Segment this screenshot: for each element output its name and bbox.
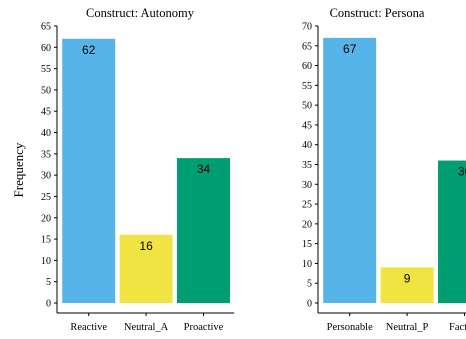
chart-title: Construct: Autonomy [86, 6, 195, 20]
y-tick-label: 60 [302, 61, 312, 72]
bar-reactive [62, 38, 116, 304]
y-tick-label: 5 [46, 277, 51, 288]
bar-proactive [177, 158, 230, 303]
y-tick-label: 45 [302, 120, 312, 131]
y-axis-label: Frequency [11, 142, 26, 197]
x-tick-label: Factual [449, 322, 466, 333]
y-tick-label: 65 [41, 22, 51, 33]
bar-neutral-a [119, 234, 173, 303]
y-tick-label: 50 [41, 85, 51, 96]
x-tick-label: Neutral_A [124, 322, 169, 333]
y-tick-label: 60 [41, 43, 51, 54]
x-tick-label: Personable [327, 322, 373, 333]
data-label: 36 [458, 165, 466, 179]
x-tick-label: Proactive [184, 322, 224, 333]
y-tick-label: 35 [302, 160, 312, 171]
y-tick-label: 40 [302, 140, 312, 151]
data-label: 62 [82, 43, 96, 57]
y-tick-label: 10 [302, 259, 312, 270]
bar-neutral-p [380, 267, 434, 303]
y-tick-label: 20 [41, 213, 51, 224]
data-label: 67 [343, 42, 357, 56]
y-tick-label: 15 [302, 239, 312, 250]
y-tick-label: 0 [46, 299, 51, 310]
bar-personable [323, 37, 377, 303]
y-tick-label: 30 [41, 171, 51, 182]
y-tick-label: 55 [302, 81, 312, 92]
y-tick-label: 25 [41, 192, 51, 203]
y-tick-label: 55 [41, 64, 51, 75]
y-tick-label: 35 [41, 149, 51, 160]
data-label: 9 [404, 271, 411, 285]
data-label: 16 [139, 239, 153, 253]
x-tick-label: Neutral_P [386, 322, 429, 333]
y-tick-label: 10 [41, 256, 51, 267]
y-tick-label: 25 [302, 200, 312, 211]
y-tick-label: 70 [302, 22, 312, 33]
y-tick-label: 50 [302, 101, 312, 112]
y-tick-label: 0 [307, 299, 312, 310]
y-tick-label: 40 [41, 128, 51, 139]
y-tick-label: 5 [307, 279, 312, 290]
data-label: 34 [197, 162, 211, 176]
y-tick-label: 45 [41, 107, 51, 118]
x-tick-label: Reactive [70, 322, 107, 333]
panel-persona: Construct: Persona 0 5 10 15 20 25 30 35 40 45 50 55… [302, 6, 466, 333]
bar-factual [438, 160, 466, 303]
chart-title: Construct: Persona [330, 6, 425, 20]
panel-autonomy: Construct: Autonomy 0 5 10 15 20 25 30 35 40 45 50 5… [41, 6, 235, 333]
y-tick-label: 30 [302, 180, 312, 191]
y-tick-label: 65 [302, 41, 312, 52]
y-tick-label: 15 [41, 235, 51, 246]
y-tick-label: 20 [302, 219, 312, 230]
